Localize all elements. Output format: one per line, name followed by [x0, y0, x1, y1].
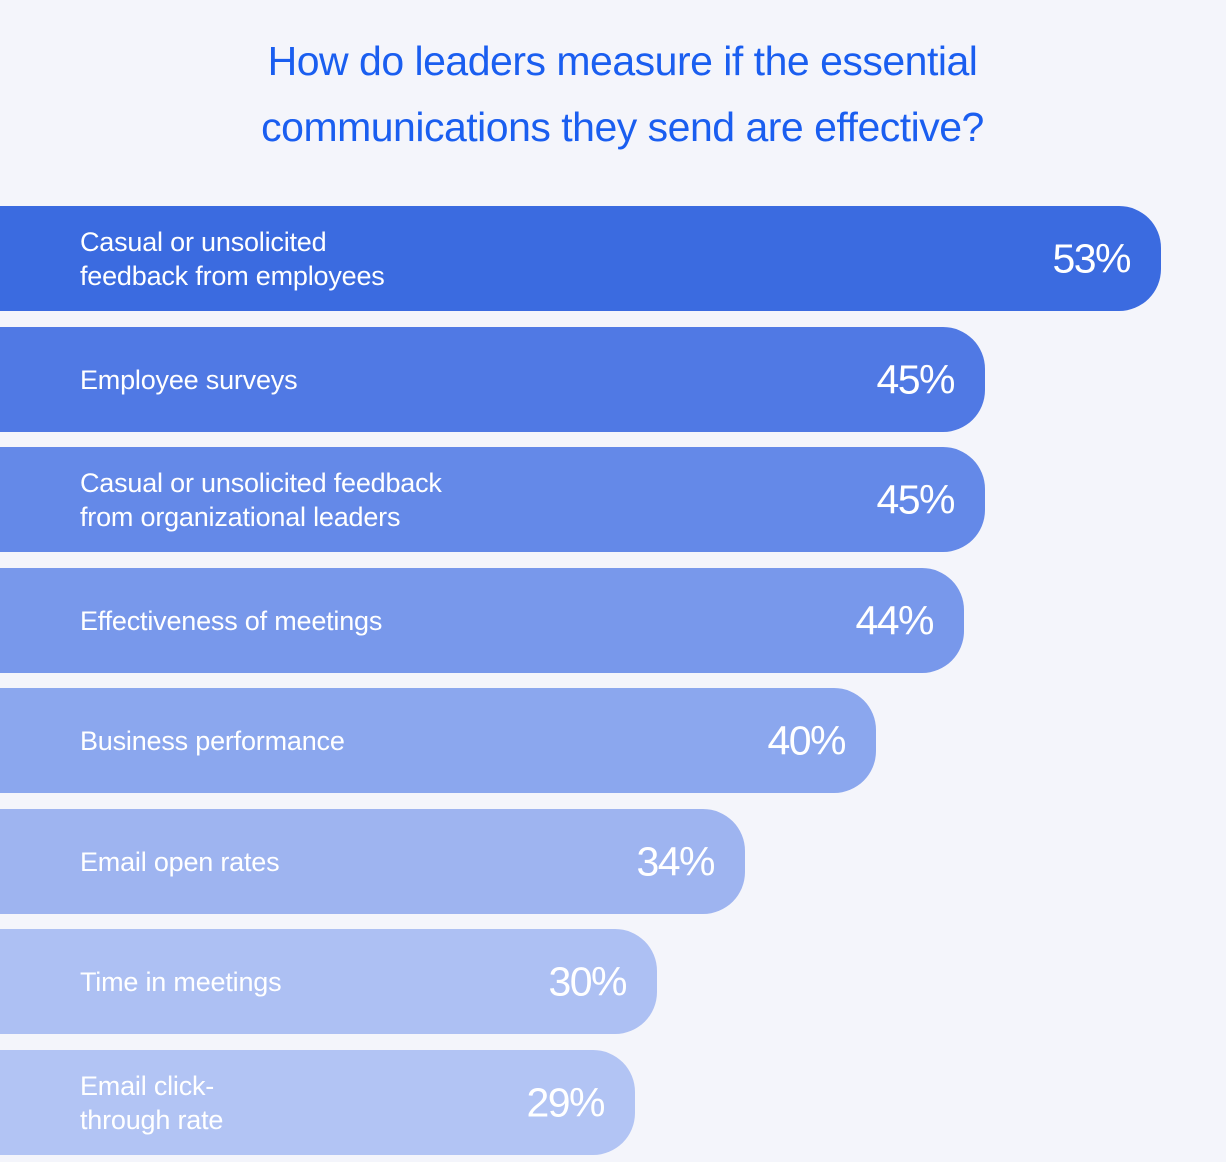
bar-category-label: Email open rates — [80, 846, 280, 877]
bar-value-label: 53% — [1052, 235, 1131, 281]
bar: Time in meetings 30% — [0, 929, 657, 1034]
bar-category-label: Employee surveys — [80, 364, 298, 395]
bar-category-label: Business performance — [80, 725, 345, 756]
bar-value-label: 40% — [767, 717, 846, 763]
bar: Email click- through rate 29% — [0, 1050, 635, 1155]
bar-value-label: 45% — [876, 356, 955, 402]
chart-title-line-1: How do leaders measure if the essential — [267, 38, 978, 84]
bar: Effectiveness of meetings 44% — [0, 568, 964, 673]
bar: Employee surveys 45% — [0, 327, 985, 432]
bar-category-label: Effectiveness of meetings — [80, 605, 383, 636]
bar-value-label: 30% — [548, 958, 627, 1004]
bar: Casual or unsolicited feedback from orga… — [0, 447, 985, 552]
chart-title: How do leaders measure if the essential … — [0, 28, 1226, 160]
chart-title-line-2: communications they send are effective? — [261, 104, 984, 150]
bar-value-label: 34% — [636, 838, 715, 884]
bar: Casual or unsolicited feedback from empl… — [0, 206, 1161, 311]
bar-value-label: 29% — [526, 1079, 605, 1125]
bar-category-label: Casual or unsolicited feedback from orga… — [80, 467, 442, 532]
bar-value-label: 44% — [855, 597, 934, 643]
bar-value-label: 45% — [876, 476, 955, 522]
bar: Email open rates 34% — [0, 809, 745, 914]
bar-category-label: Email click- through rate — [80, 1070, 224, 1135]
bar-category-label: Casual or unsolicited feedback from empl… — [80, 226, 385, 291]
bar-category-label: Time in meetings — [80, 966, 282, 997]
bar: Business performance 40% — [0, 688, 876, 793]
